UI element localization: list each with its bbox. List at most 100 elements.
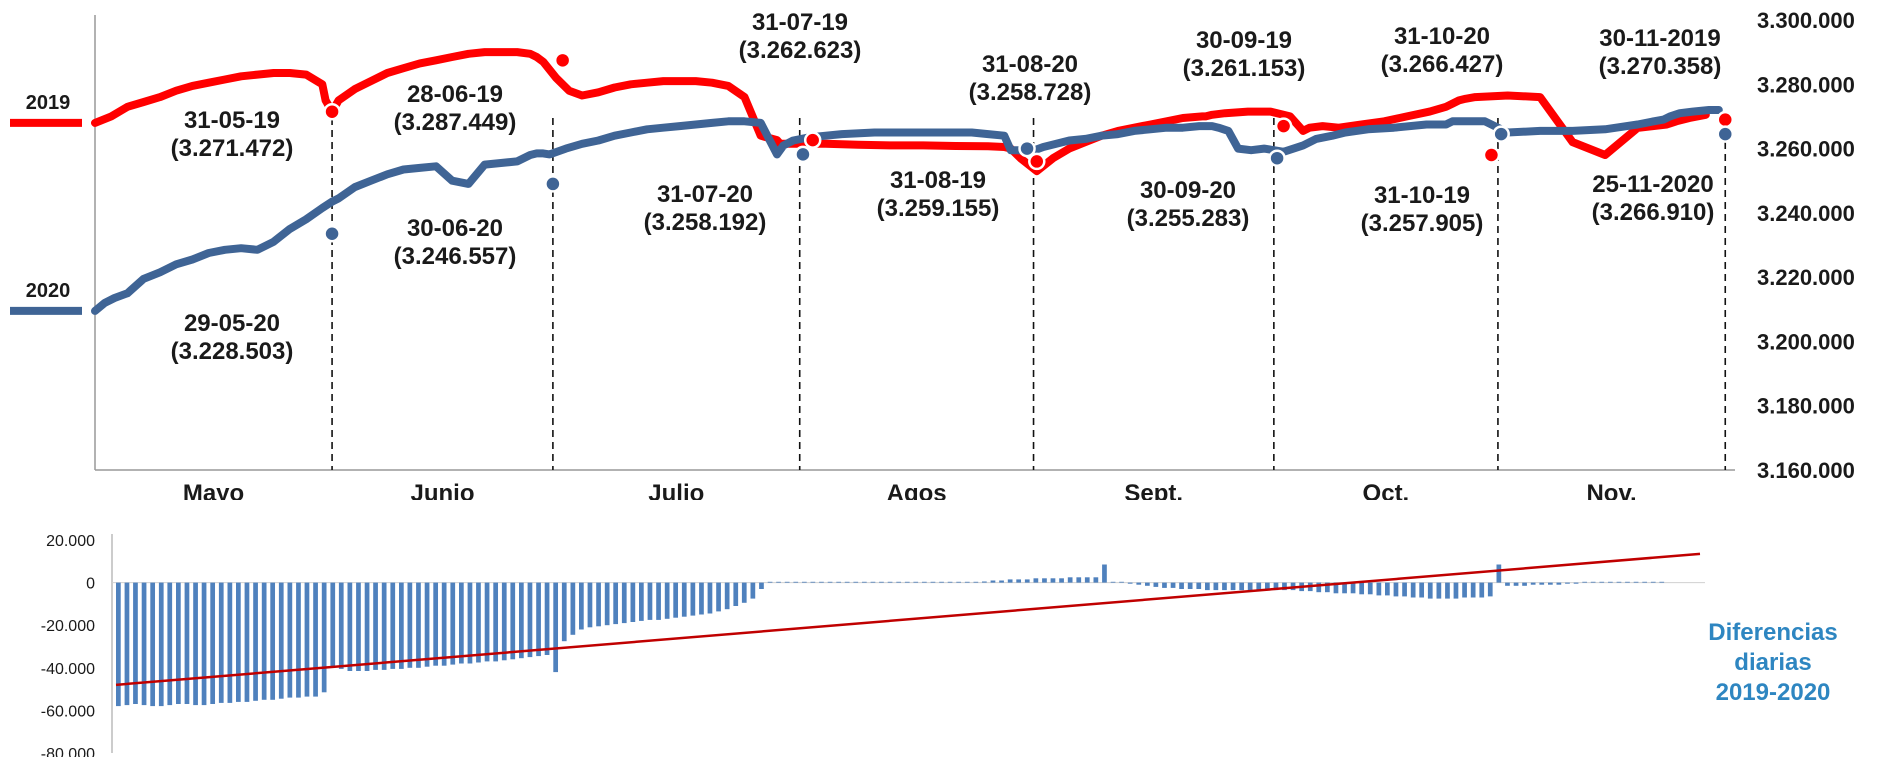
bar bbox=[493, 582, 499, 662]
bar bbox=[1659, 581, 1665, 583]
bar bbox=[913, 581, 919, 583]
bar bbox=[827, 581, 833, 583]
bar bbox=[741, 582, 747, 603]
bar bbox=[287, 582, 293, 698]
bar bbox=[1145, 582, 1150, 586]
bar bbox=[922, 581, 927, 583]
bar bbox=[1187, 582, 1193, 589]
bar bbox=[733, 582, 739, 606]
bar bbox=[836, 581, 842, 583]
bar bbox=[844, 581, 850, 583]
bar bbox=[1222, 582, 1227, 591]
bar bbox=[390, 582, 396, 669]
bar bbox=[1316, 582, 1322, 593]
bar bbox=[141, 582, 147, 706]
bar bbox=[750, 582, 756, 599]
annotation-date: 31-08-19 bbox=[890, 167, 986, 194]
bar bbox=[630, 582, 636, 622]
bar bbox=[596, 582, 601, 627]
bar bbox=[330, 582, 336, 668]
annotation-value: (3.258.728) bbox=[969, 79, 1092, 106]
bar bbox=[1359, 582, 1365, 595]
bar bbox=[1153, 582, 1159, 587]
bar bbox=[373, 582, 378, 670]
bar bbox=[647, 582, 653, 620]
bar bbox=[1410, 582, 1416, 598]
annotation-value: (3.271.472) bbox=[171, 135, 294, 162]
bar bbox=[613, 582, 619, 625]
annotation-date: 25-11-2020 bbox=[1592, 171, 1713, 198]
bar-y-tick-label: 20.000 bbox=[46, 533, 95, 550]
bar bbox=[1539, 582, 1545, 585]
bar bbox=[253, 582, 258, 701]
bar bbox=[150, 582, 156, 707]
bar bbox=[459, 582, 464, 664]
annotation-value: (3.258.192) bbox=[644, 209, 767, 236]
bar-y-tick-label: -80.000 bbox=[41, 746, 95, 757]
bar bbox=[1376, 582, 1382, 596]
annotation-date: 28-06-19 bbox=[407, 81, 503, 108]
bar bbox=[1273, 582, 1279, 591]
point-marker-2019 bbox=[1028, 152, 1046, 171]
bar bbox=[1033, 578, 1039, 583]
bar bbox=[1050, 578, 1056, 583]
bar bbox=[956, 581, 962, 583]
bar bbox=[1136, 582, 1142, 585]
bar bbox=[450, 582, 456, 665]
bar bbox=[544, 582, 550, 655]
bar bbox=[681, 582, 687, 617]
y-tick-label: 3.300.000 bbox=[1757, 8, 1855, 33]
bar bbox=[210, 582, 216, 704]
bar bbox=[1582, 581, 1588, 583]
bar bbox=[1367, 582, 1373, 595]
bar bbox=[870, 581, 876, 583]
bar bbox=[587, 582, 593, 628]
bar bbox=[467, 582, 473, 664]
bar bbox=[553, 582, 559, 673]
bar bbox=[1239, 582, 1245, 591]
bar bbox=[990, 580, 996, 583]
bar bbox=[1462, 582, 1467, 598]
bar bbox=[1487, 582, 1493, 597]
bar bbox=[1548, 582, 1553, 585]
bar bbox=[656, 582, 661, 620]
bar bbox=[784, 581, 790, 583]
bar bbox=[1342, 582, 1347, 594]
point-marker-2019 bbox=[323, 102, 341, 121]
annotation-value: (3.266.910) bbox=[1592, 199, 1715, 226]
point-marker-2020 bbox=[1268, 149, 1286, 167]
annotation-value: (3.266.427) bbox=[1381, 51, 1504, 78]
point-marker-2019 bbox=[553, 51, 572, 70]
bar bbox=[1505, 582, 1510, 586]
bar-chart-title: 2019-2020 bbox=[1716, 679, 1831, 706]
bar bbox=[1016, 579, 1022, 583]
trend-line bbox=[115, 552, 1701, 687]
annotation-date: 31-07-19 bbox=[752, 9, 848, 36]
bar bbox=[1084, 577, 1090, 583]
bar bbox=[510, 582, 516, 660]
bar bbox=[1102, 564, 1107, 583]
bar bbox=[1213, 582, 1219, 591]
bar-chart: 20.000 0 -20.000 -40.000 -60.000 -80.000 Difer… bbox=[41, 533, 1838, 757]
bar bbox=[964, 581, 970, 583]
bar bbox=[1385, 582, 1390, 596]
bar bbox=[1616, 581, 1622, 583]
bar bbox=[1119, 581, 1124, 583]
bar bbox=[1196, 582, 1202, 589]
bar bbox=[930, 581, 936, 583]
bar bbox=[218, 582, 224, 703]
bar bbox=[1170, 582, 1176, 588]
bar bbox=[802, 581, 807, 583]
annotation-date: 30-09-20 bbox=[1140, 177, 1236, 204]
bar bbox=[356, 582, 361, 671]
bar bbox=[278, 582, 284, 699]
bar bbox=[621, 582, 627, 624]
annotation-value: (3.257.905) bbox=[1361, 210, 1484, 237]
bar bbox=[1453, 582, 1459, 599]
bar bbox=[999, 580, 1004, 583]
bar bbox=[767, 581, 773, 583]
bar bbox=[167, 582, 173, 706]
bar bbox=[347, 582, 353, 671]
bar-chart-title: Diferencias bbox=[1708, 619, 1837, 646]
month-label: Mayo bbox=[183, 480, 244, 500]
